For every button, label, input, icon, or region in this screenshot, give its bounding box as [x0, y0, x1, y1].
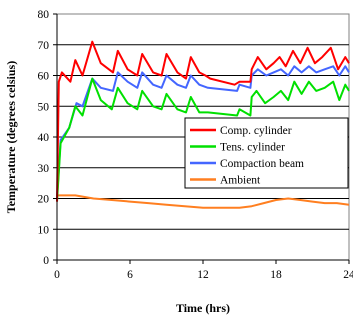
- legend-label-comp-cylinder: Comp. cylinder: [220, 125, 292, 137]
- y-axis-title: Temperature (degrees celsius): [4, 61, 18, 213]
- legend-label-tens-cylinder: Tens. cylinder: [220, 142, 285, 154]
- x-tick-label: 18: [270, 269, 282, 281]
- x-tick-label: 24: [343, 269, 353, 281]
- series-layer: [56, 40, 350, 209]
- y-tick-label: 0: [43, 255, 49, 267]
- series-line-ambient: [57, 194, 350, 209]
- x-tick-label: 6: [127, 269, 133, 281]
- legend: Comp. cylinder Tens. cylinder Compaction b…: [184, 117, 349, 189]
- x-tick-label: 12: [197, 269, 209, 281]
- x-tick-label: 0: [54, 269, 60, 281]
- y-tick-label: 60: [38, 71, 50, 83]
- y-tick-label: 30: [38, 163, 50, 175]
- x-axis-title: Time (hrs): [176, 301, 230, 315]
- y-tick-label: 50: [38, 101, 50, 113]
- tick-labels: 0 10 20 30 40 50 60 70 80 0 6 12 18 24: [38, 9, 353, 281]
- series-line-comp-cylinder: [56, 40, 350, 202]
- series-line-tens-cylinder: [56, 77, 350, 202]
- y-tick-label: 80: [38, 9, 50, 21]
- y-tick-label: 20: [38, 194, 50, 206]
- axes: [53, 13, 350, 264]
- y-tick-label: 70: [38, 40, 50, 52]
- y-tick-label: 10: [38, 224, 50, 236]
- y-tick-label: 40: [38, 132, 50, 144]
- legend-label-ambient: Ambient: [220, 175, 261, 187]
- legend-label-compaction-beam: Compaction beam: [220, 158, 304, 170]
- series-line-compaction-beam: [56, 65, 350, 199]
